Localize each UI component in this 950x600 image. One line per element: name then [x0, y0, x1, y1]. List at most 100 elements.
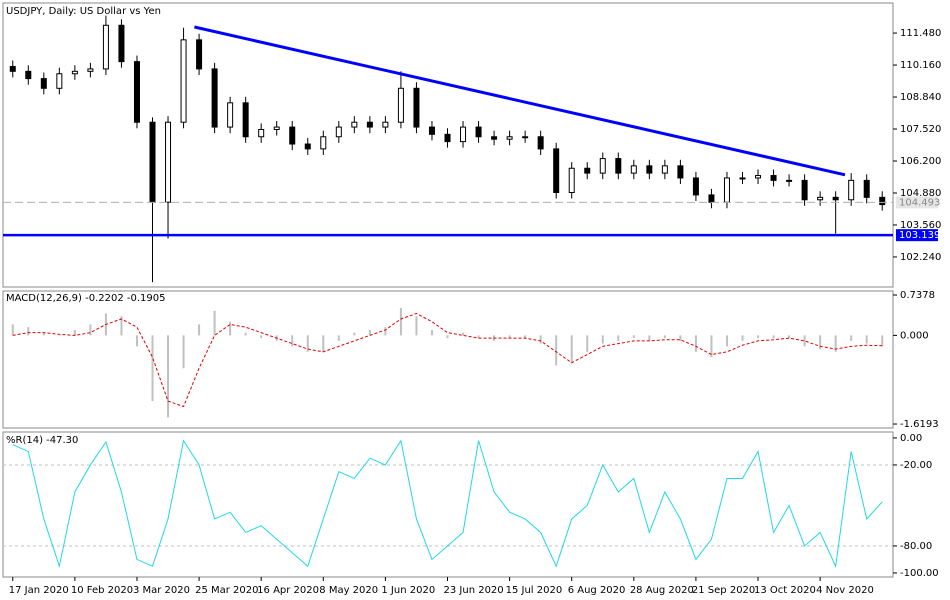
y-tick-label: 0.00	[900, 433, 922, 444]
y-tick-label: 103.560	[900, 220, 941, 231]
candle-body	[786, 179, 793, 182]
candle-body	[242, 102, 249, 138]
x-tick-label: 16 Apr 2020	[257, 585, 319, 596]
x-tick-label: 1 Jun 2020	[381, 585, 435, 596]
macd-bar	[617, 335, 620, 341]
macd-bar	[477, 335, 480, 339]
macd-bar	[229, 321, 232, 336]
macd-bar	[244, 332, 247, 336]
macd-bar	[89, 324, 92, 336]
x-tick-label: 8 May 2020	[319, 585, 378, 596]
candle-body	[755, 175, 762, 179]
macd-bar	[58, 335, 61, 336]
candle-body	[615, 158, 622, 174]
macd-bar	[803, 335, 806, 347]
y-tick-label: -80.00	[900, 541, 932, 552]
candle-body	[817, 196, 824, 201]
candle-body	[522, 136, 529, 139]
candle-body	[739, 177, 746, 180]
macd-bar	[337, 335, 340, 341]
wpr-line	[12, 439, 883, 569]
y-tick-label: 106.200	[900, 156, 941, 167]
macd-bar	[167, 335, 170, 418]
candle-body	[599, 158, 606, 174]
x-tick-label: 13 Oct 2020	[754, 585, 816, 596]
y-tick-label: -20.00	[900, 460, 932, 471]
x-tick-label: 15 Jul 2020	[506, 585, 563, 596]
candle-body	[40, 78, 47, 89]
macd-bar	[384, 327, 387, 336]
x-tick-label: 6 Aug 2020	[568, 585, 626, 596]
macd-bar	[663, 335, 666, 339]
candle-body	[9, 65, 16, 72]
support-label-box	[896, 229, 938, 242]
macd-bar	[446, 335, 449, 339]
macd-bar	[570, 335, 573, 363]
candle-body	[71, 70, 78, 75]
x-tick-label: 28 Aug 2020	[630, 585, 694, 596]
y-tick-label: 111.480	[900, 28, 941, 39]
candle-body	[351, 121, 358, 128]
y-tick-label: 102.240	[900, 252, 941, 263]
macd-bar	[353, 332, 356, 336]
candle-body	[289, 126, 296, 145]
x-tick-label: 17 Jan 2020	[9, 585, 69, 596]
y-tick-label: -1.6193	[900, 419, 939, 430]
macd-bar	[850, 335, 853, 341]
y-tick-label: 0.7378	[900, 290, 935, 301]
candle-body	[335, 126, 342, 138]
candle-body	[227, 102, 234, 128]
candle-body	[770, 175, 777, 181]
macd-bar	[198, 324, 201, 336]
candle-body	[553, 148, 560, 193]
macd-bar	[632, 335, 635, 339]
candle-body	[863, 179, 870, 198]
macd-bar	[430, 329, 433, 336]
x-tick-label: 21 Sep 2020	[692, 585, 755, 596]
macd-bar	[539, 335, 542, 344]
macd-bar	[757, 335, 760, 339]
candle-body	[320, 136, 327, 150]
y-tick-label: 0.000	[900, 330, 929, 341]
price-panel	[2, 2, 894, 288]
macd-bar	[694, 335, 697, 352]
candle-body	[630, 165, 637, 174]
candle-body	[460, 126, 467, 143]
candle-body	[366, 121, 373, 128]
candle-body	[491, 136, 498, 140]
candle-body	[708, 194, 715, 203]
macd-bar	[819, 335, 822, 350]
candle-body	[568, 167, 575, 193]
macd-bar	[725, 335, 728, 347]
y-tick-label: -100.00	[900, 568, 939, 579]
macd-bar	[322, 335, 325, 352]
macd-bar	[462, 332, 465, 336]
macd-bar	[306, 335, 309, 352]
macd-bar	[601, 335, 604, 344]
macd-bar	[881, 335, 884, 347]
candle-body	[537, 136, 544, 150]
candle-body	[428, 126, 435, 135]
candle-body	[133, 61, 140, 123]
candle-body	[165, 121, 172, 203]
macd-title: MACD(12,26,9) -0.2202 -0.1905	[6, 293, 166, 304]
signal-line	[12, 312, 883, 408]
y-tick-label: 108.840	[900, 92, 941, 103]
candle-body	[475, 126, 482, 138]
x-tick-label: 25 Mar 2020	[195, 585, 258, 596]
x-tick-label: 3 Mar 2020	[133, 585, 190, 596]
candle-body	[832, 196, 839, 201]
candle-body	[677, 165, 684, 179]
candle-body	[180, 39, 187, 123]
macd-bar	[679, 335, 682, 341]
macd-bar	[741, 335, 744, 341]
candle-body	[848, 179, 855, 201]
macd-bar	[648, 335, 651, 341]
macd-bar	[213, 310, 216, 336]
candle-body	[723, 177, 730, 203]
candle-body	[273, 126, 280, 130]
wpr-title: %R(14) -47.30	[6, 435, 78, 446]
macd-bar	[27, 327, 30, 336]
